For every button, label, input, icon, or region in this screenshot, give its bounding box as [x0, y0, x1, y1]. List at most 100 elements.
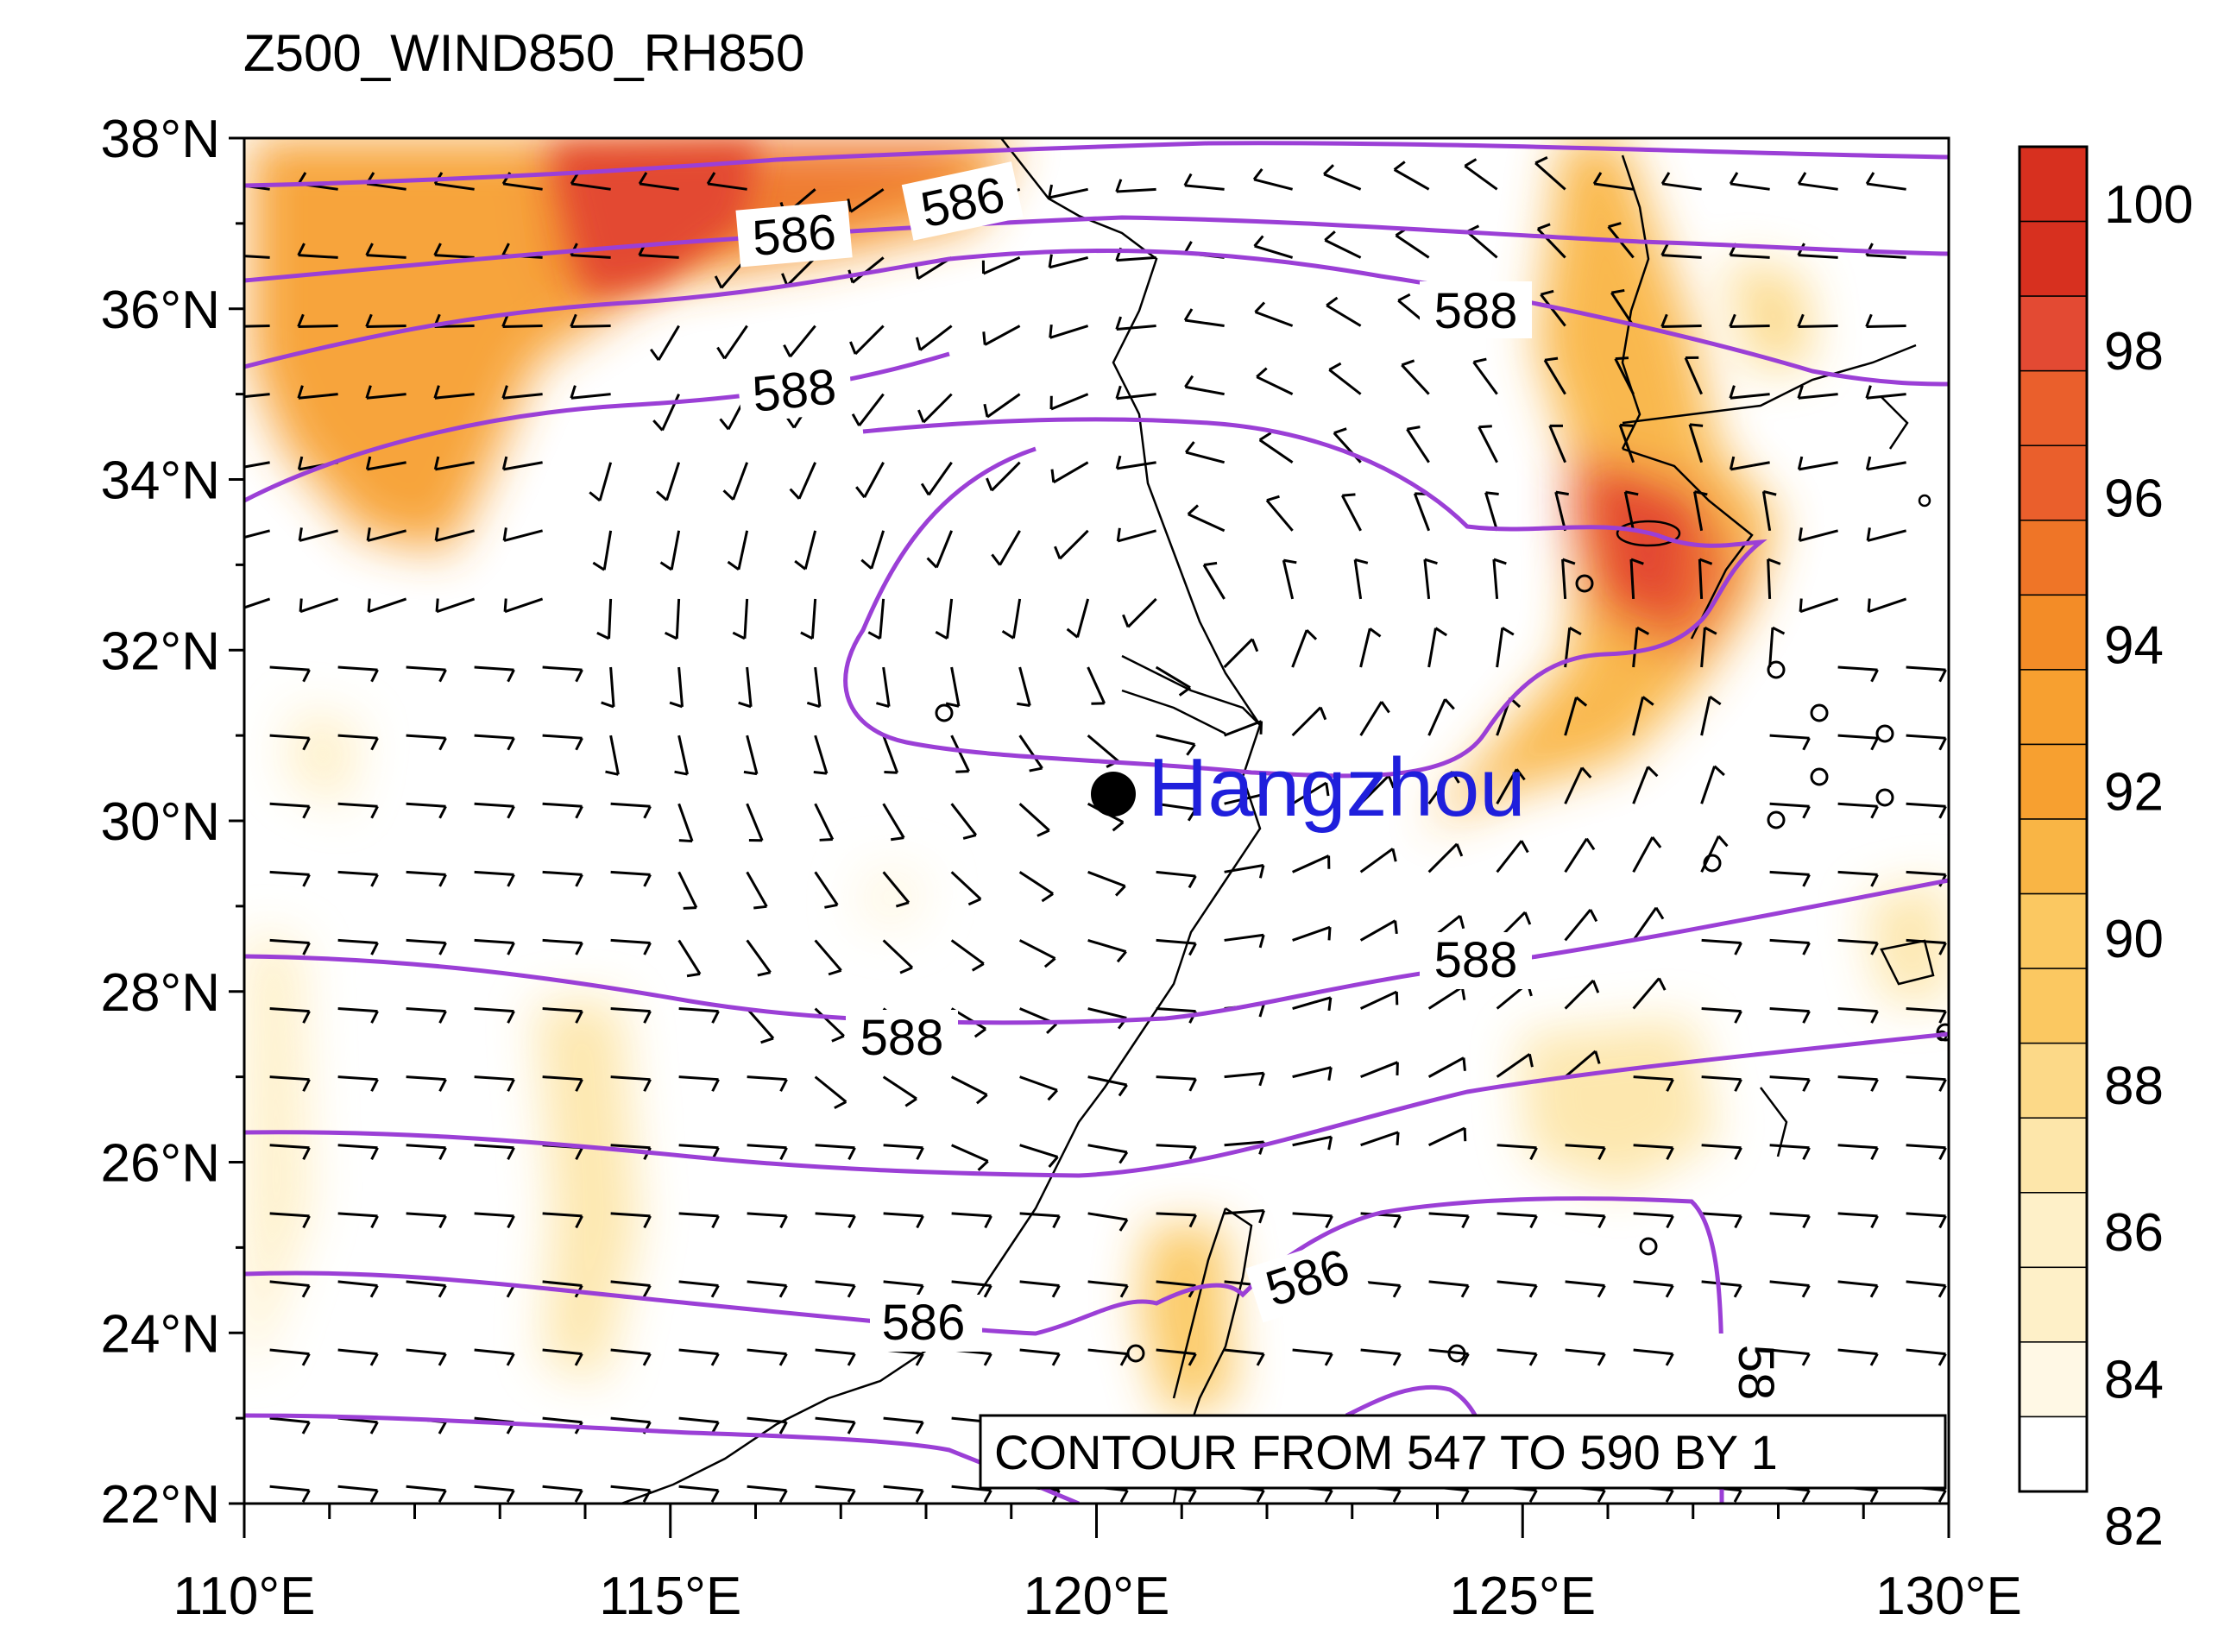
wind-barb — [1496, 768, 1526, 804]
wind-barb — [1837, 1144, 1879, 1161]
wind-barb — [1906, 802, 1947, 819]
contour-info-text: CONTOUR FROM 547 TO 590 BY 1 — [994, 1425, 1778, 1479]
contour-label-588-a: 588 — [736, 355, 854, 424]
wind-barb — [1837, 665, 1879, 683]
contour-label-588-b: 588 — [1420, 281, 1532, 339]
lat-tick-label: 26°N — [100, 1134, 220, 1194]
wind-barb — [406, 938, 447, 955]
wind-barb — [1184, 441, 1226, 464]
wind-barb — [678, 1485, 720, 1503]
wind-barb — [860, 530, 885, 570]
wind-barb — [1202, 561, 1226, 600]
wind-barb — [1729, 385, 1770, 400]
map-title: Z500_WIND850_RH850 — [243, 24, 804, 82]
wind-barb — [269, 870, 311, 887]
wind-barb — [815, 1280, 856, 1298]
wind-barb — [1629, 558, 1644, 600]
wind-barb — [1701, 938, 1742, 955]
wind-barb — [542, 802, 583, 819]
wind-barb — [1497, 1348, 1538, 1366]
wind-barb — [849, 325, 885, 356]
wind-barb — [1183, 308, 1225, 328]
wind-barb — [883, 1144, 924, 1161]
lat-tick-label: 34°N — [100, 451, 220, 511]
colorbar-band — [2019, 1042, 2088, 1119]
wind-barb — [474, 1007, 515, 1024]
colorbar-label: 96 — [2104, 469, 2164, 528]
wind-barb — [1565, 1212, 1606, 1229]
wind-barb — [1906, 1348, 1947, 1366]
wind-barb — [1729, 172, 1770, 191]
wind-barb — [1115, 385, 1156, 400]
wind-barb — [1618, 423, 1635, 463]
calm-wind-circles — [935, 574, 1949, 1363]
wind-barb — [882, 871, 911, 908]
wind-barb — [542, 870, 583, 887]
wind-barb — [951, 1212, 992, 1229]
wind-barb — [244, 393, 270, 399]
colorbar: 100 98 96 94 92 90 88 86 84 82 80 — [2018, 145, 2193, 1652]
wind-barb — [406, 1280, 447, 1298]
wind-barb — [1265, 495, 1294, 532]
wind-barb — [269, 1485, 311, 1503]
wind-barb — [746, 803, 764, 842]
wind-barb — [610, 1348, 652, 1366]
wind-barb — [592, 530, 613, 571]
wind-barb — [1291, 629, 1318, 668]
wind-barb — [269, 1007, 311, 1024]
wind-barb — [1564, 837, 1596, 873]
wind-barb — [1017, 666, 1031, 707]
wind-barb — [950, 735, 970, 773]
wind-barb — [1156, 1348, 1197, 1366]
wind-barb — [746, 939, 772, 977]
wind-barb — [678, 1075, 720, 1092]
wind-barb — [1360, 1348, 1402, 1366]
wind-barb — [1359, 848, 1397, 873]
wind-barb — [1428, 1280, 1470, 1298]
svg-text:588: 588 — [1434, 283, 1518, 339]
svg-text:586: 586 — [882, 1295, 966, 1351]
wind-barb — [269, 802, 311, 819]
wind-barb — [664, 598, 681, 640]
wind-barb — [1116, 527, 1157, 543]
wind-barb — [1769, 1280, 1811, 1298]
wind-barb — [1256, 367, 1294, 395]
wind-barb — [1292, 996, 1333, 1012]
wind-barb — [366, 527, 407, 542]
wind-barb — [365, 456, 406, 471]
wind-barb — [1701, 1144, 1742, 1161]
wind-barb — [433, 243, 475, 259]
svg-text:586: 586 — [750, 204, 838, 267]
wind-barb — [570, 313, 611, 328]
wind-barb — [1340, 493, 1362, 532]
wind-barb — [1292, 854, 1331, 873]
wind-barb — [337, 1280, 379, 1298]
wind-barb — [1632, 836, 1662, 873]
wind-barb — [1865, 313, 1906, 328]
wind-barb — [1049, 393, 1089, 411]
wind-barb — [434, 527, 476, 542]
wind-barb — [851, 393, 885, 426]
wind-barb — [1359, 627, 1382, 668]
wind-barb — [1564, 979, 1600, 1010]
wind-barb — [365, 385, 406, 400]
wind-barb — [337, 734, 379, 751]
wind-barb — [610, 802, 652, 819]
wind-barb — [542, 665, 583, 683]
colorbar-band — [2019, 220, 2088, 297]
wind-barb — [502, 527, 544, 542]
colorbar-band — [2019, 818, 2088, 895]
wind-barb — [1692, 490, 1708, 532]
wind-barb — [1156, 938, 1197, 956]
wind-barb — [815, 1212, 856, 1229]
colorbar-band — [2019, 1416, 2088, 1492]
wind-barb — [883, 1485, 924, 1503]
wind-barb — [1633, 1212, 1674, 1229]
wind-barb — [1660, 243, 1702, 259]
wind-barb — [1701, 1280, 1742, 1298]
wind-barb — [1865, 385, 1906, 400]
wind-barb — [882, 1075, 917, 1107]
wind-barb — [1769, 1212, 1811, 1229]
wind-barb — [1633, 1075, 1674, 1092]
city-label: Hangzhou — [1148, 741, 1526, 834]
